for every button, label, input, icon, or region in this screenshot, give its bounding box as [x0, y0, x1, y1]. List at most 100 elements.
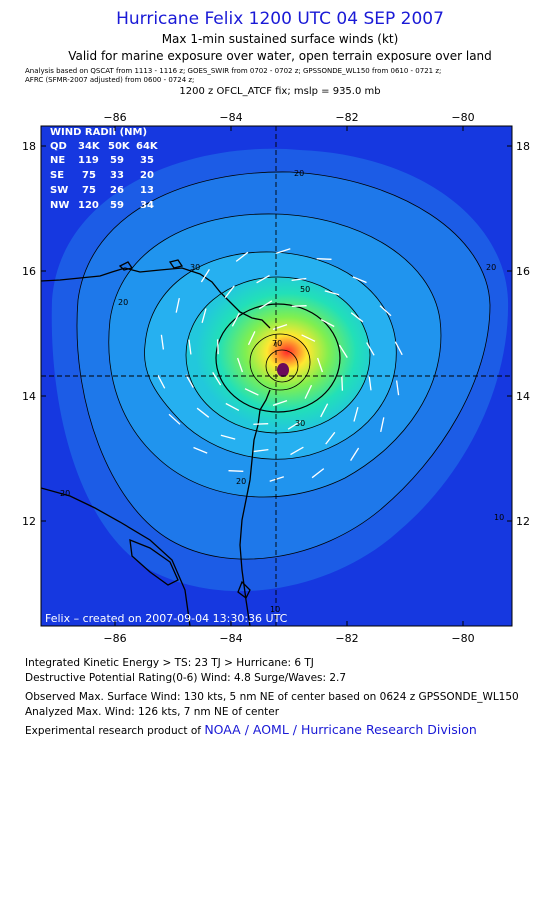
wind-barb: [287, 420, 302, 430]
wind-barb: [350, 447, 360, 461]
wind-barb: [244, 388, 259, 396]
wind-barb: [341, 375, 344, 391]
wind-barb: [276, 248, 291, 254]
wind-barb: [253, 448, 269, 453]
contour-label: 20: [60, 489, 70, 498]
wind-barb: [350, 312, 364, 323]
wind-radii-header: 64K: [136, 141, 159, 152]
contour-100kt: [265, 349, 299, 383]
contour-label: 30: [190, 263, 200, 272]
wind-barb: [394, 341, 403, 356]
y-tick-label-left: 12: [22, 515, 36, 528]
axis-labels: −86 −84 −82 −80 −86 −84 −82 −80 18 16 14…: [22, 111, 530, 645]
x-tick-label-top: −82: [335, 111, 358, 124]
wind-barb: [324, 290, 340, 296]
credit-line: Experimental research product of NOAA / …: [25, 722, 477, 737]
validity-note: Valid for marine exposure over water, op…: [68, 49, 492, 63]
wind-radii-cell: 35: [140, 155, 154, 166]
contour-64kt: [215, 303, 341, 413]
x-tick-label-top: −84: [219, 111, 242, 124]
credit-org-link[interactable]: NOAA / AOML / Hurricane Research Divisio…: [204, 722, 477, 737]
wind-radii-cell: 59: [110, 200, 124, 211]
fix-info: 1200 z OFCL_ATCF fix; mslp = 935.0 mb: [179, 86, 381, 97]
created-timestamp: Felix – created on 2007-09-04 13:30:36 U…: [45, 612, 288, 625]
destructive-potential: Destructive Potential Rating(0-6) Wind: …: [25, 672, 347, 684]
wind-barb: [225, 402, 240, 411]
wind-barb: [201, 308, 207, 323]
wind-barb: [338, 344, 348, 358]
wind-radii-cell: 13: [140, 185, 154, 196]
wind-barb: [353, 407, 359, 422]
wind-barb: [236, 357, 244, 373]
hurricane-core: [185, 276, 371, 434]
wind-barb: [272, 323, 288, 331]
wind-radii-cell: NE: [50, 155, 65, 166]
wind-radii-cell: 34: [140, 200, 154, 211]
wind-barb: [157, 374, 166, 389]
wind-radii-cell: SW: [50, 185, 68, 196]
wind-barb: [175, 297, 180, 313]
wind-barb: [168, 413, 181, 425]
wind-barb: [320, 403, 329, 418]
wind-barb: [185, 374, 194, 388]
y-tick-label-right: 18: [516, 140, 530, 153]
wind-barb: [228, 470, 244, 472]
wind-barb: [291, 305, 307, 307]
contour-label: 10: [494, 513, 504, 522]
contour-label: 20: [486, 263, 496, 272]
wind-barb: [311, 468, 325, 479]
map-subtitle: Max 1-min sustained surface winds (kt): [161, 32, 399, 46]
contour-labels: 20 20 20 20 30 30 50 70 20 10 10: [60, 169, 504, 614]
wind-barb: [216, 339, 219, 355]
wind-barb: [269, 476, 284, 482]
wind-radii-cell: NW: [50, 200, 69, 211]
wind-barb: [291, 277, 307, 282]
x-tick-label-bottom: −86: [103, 632, 126, 645]
y-tick-label-right: 16: [516, 265, 530, 278]
y-tick-label-left: 14: [22, 390, 36, 403]
wind-radii-header: QD: [50, 141, 67, 152]
wind-barb: [395, 380, 400, 396]
x-tick-label-bottom: −82: [335, 632, 358, 645]
wind-barb: [193, 446, 208, 454]
wind-radii-cell: 59: [110, 155, 124, 166]
crosshair: [41, 126, 512, 626]
contour-label: 20: [118, 298, 128, 307]
wind-barb: [200, 269, 210, 283]
observed-max-wind: Observed Max. Surface Wind: 130 kts, 5 n…: [25, 691, 519, 703]
wind-barb: [368, 375, 372, 391]
credit-prefix: Experimental research product of: [25, 725, 205, 737]
x-tick-label-top: −80: [451, 111, 474, 124]
wind-radii-title: WIND RADII (NM): [50, 127, 147, 138]
x-tick-label-bottom: −84: [219, 632, 242, 645]
wind-barb: [212, 372, 222, 386]
contour-label: 70: [272, 339, 282, 348]
y-tick-label-right: 14: [516, 390, 530, 403]
y-tick-label-left: 16: [22, 265, 36, 278]
wind-radii-table: WIND RADII (NM) QD 34K 50K 64K NE 119 59…: [50, 127, 159, 211]
map-ticks: [41, 126, 512, 626]
wind-barb: [366, 342, 375, 356]
wind-barb: [352, 276, 367, 284]
wind-barb: [320, 319, 335, 328]
wind-barb: [220, 434, 236, 440]
map-frame: [40, 125, 513, 627]
map-title: Hurricane Felix 1200 UTC 04 SEP 2007: [116, 9, 444, 29]
wind-barb: [247, 331, 256, 346]
x-tick-label-top: −86: [103, 111, 126, 124]
y-tick-label-right: 12: [516, 515, 530, 528]
wind-barb: [304, 384, 313, 399]
wind-barb: [290, 446, 304, 456]
wind-barb: [272, 399, 288, 407]
wind-barb: [316, 357, 324, 373]
wind-barb: [325, 431, 336, 445]
wind-radii-cell: 120: [78, 200, 99, 211]
analysis-sources-line-1: Analysis based on QSCAT from 1113 - 1116…: [25, 67, 442, 75]
ike-stats: Integrated Kinetic Energy > TS: 23 TJ > …: [25, 657, 314, 669]
wind-barb: [253, 423, 269, 425]
wind-barb: [188, 339, 192, 355]
wind-barb: [196, 407, 210, 418]
wind-barb: [256, 274, 270, 284]
contour-label: 50: [300, 285, 310, 294]
y-tick-label-left: 18: [22, 140, 36, 153]
